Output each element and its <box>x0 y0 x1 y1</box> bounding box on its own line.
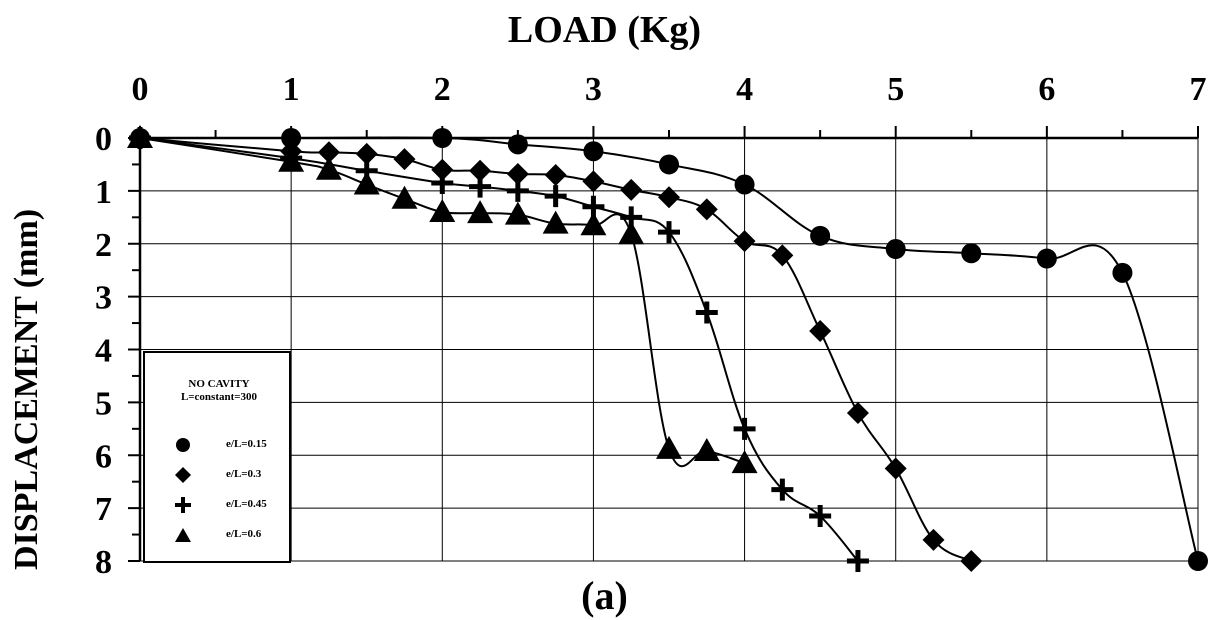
legend-entry-label: e/L=0.3 <box>226 468 262 480</box>
data-point-diamond <box>355 142 378 165</box>
data-point-triangle <box>391 185 418 209</box>
x-axis-title: LOAD (Kg) <box>507 9 702 51</box>
data-point-diamond <box>393 148 416 171</box>
data-point-circle <box>734 174 755 195</box>
data-point-plus <box>846 550 869 572</box>
data-point-plus <box>506 179 529 202</box>
legend-title-line2: L=constant=300 <box>180 391 258 403</box>
y-tick-label: 0 <box>95 121 112 158</box>
x-tick-label: 1 <box>283 71 300 108</box>
legend-title-line1: NO CAVITY <box>188 378 250 390</box>
data-point-triangle <box>656 435 682 459</box>
data-point-triangle <box>429 199 456 223</box>
data-point-diamond <box>620 178 643 201</box>
data-point-triangle <box>278 148 305 172</box>
legend: NO CAVITY L=constant=300 e/L=0.15 e/L=0.… <box>143 351 291 563</box>
y-axis-title: DISPLACEMENT (mm) <box>8 208 45 570</box>
series-line <box>140 136 1199 562</box>
data-point-circle <box>432 128 453 148</box>
x-tick-label: 0 <box>132 71 149 108</box>
data-point-diamond <box>431 158 454 181</box>
data-point-diamond <box>922 528 945 551</box>
data-point-plus <box>469 175 492 198</box>
data-point-triangle <box>315 156 342 180</box>
data-point-diamond <box>317 141 340 164</box>
data-point-triangle <box>693 438 720 462</box>
y-tick-label: 5 <box>95 385 112 422</box>
y-tick-label: 6 <box>95 438 112 475</box>
legend-plus-marker <box>175 497 191 513</box>
data-point-diamond <box>506 162 529 185</box>
x-tick-label: 5 <box>887 71 904 108</box>
data-point-plus <box>733 417 756 440</box>
data-point-circle <box>281 128 302 148</box>
y-tick-label: 8 <box>95 544 112 581</box>
data-point-triangle <box>542 210 569 234</box>
legend-circle-marker <box>176 438 190 452</box>
data-point-circle <box>1036 248 1057 269</box>
data-point-circle <box>885 239 906 260</box>
data-point-diamond <box>469 159 492 182</box>
y-tick-label: 4 <box>95 333 112 370</box>
data-point-circle <box>583 141 604 162</box>
data-point-plus <box>695 301 718 324</box>
data-point-plus <box>620 206 643 229</box>
data-point-circle <box>810 225 831 246</box>
figure-caption: (a) <box>581 573 628 618</box>
data-point-diamond <box>809 319 832 342</box>
y-tick-label: 3 <box>95 280 112 317</box>
data-point-triangle <box>731 450 758 474</box>
data-point-triangle <box>467 200 494 224</box>
data-point-diamond <box>658 186 680 209</box>
x-tick-label: 7 <box>1190 71 1207 108</box>
data-point-diamond <box>733 230 756 253</box>
data-point-diamond <box>695 198 718 221</box>
x-tick-label: 6 <box>1038 71 1055 108</box>
data-point-diamond <box>846 401 869 424</box>
x-tick-label: 3 <box>585 71 602 108</box>
y-tick-label: 2 <box>95 227 112 264</box>
y-tick-label: 7 <box>95 491 112 528</box>
data-point-diamond <box>582 170 605 193</box>
data-point-plus <box>809 505 832 528</box>
data-point-triangle <box>127 125 153 148</box>
y-tick-label: 1 <box>95 174 112 211</box>
data-point-plus <box>355 159 378 182</box>
x-tick-label: 2 <box>434 71 451 108</box>
legend-entry-label: e/L=0.6 <box>226 528 262 540</box>
data-point-plus <box>431 171 454 194</box>
data-point-plus <box>658 221 680 244</box>
data-point-diamond <box>771 244 794 267</box>
data-point-plus <box>771 478 794 501</box>
legend-entry-label: e/L=0.45 <box>226 498 267 510</box>
data-point-circle <box>507 134 528 155</box>
data-point-circle <box>1112 262 1133 283</box>
legend-title: NO CAVITY L=constant=300 <box>145 378 293 404</box>
legend-triangle-marker <box>175 528 191 542</box>
data-point-triangle <box>580 212 607 236</box>
legend-entry-label: e/L=0.15 <box>226 438 267 450</box>
data-point-circle <box>659 154 679 175</box>
data-point-triangle <box>618 221 645 245</box>
data-point-circle <box>1188 551 1208 571</box>
x-tick-label: 4 <box>736 71 753 108</box>
data-point-diamond <box>544 164 567 187</box>
data-point-triangle <box>504 201 531 225</box>
data-point-plus <box>582 195 605 218</box>
data-point-diamond <box>960 550 983 572</box>
data-point-diamond <box>884 457 907 480</box>
legend-diamond-marker <box>175 467 191 483</box>
data-point-circle <box>961 243 982 264</box>
data-point-plus <box>544 185 567 208</box>
data-point-triangle <box>353 171 380 195</box>
